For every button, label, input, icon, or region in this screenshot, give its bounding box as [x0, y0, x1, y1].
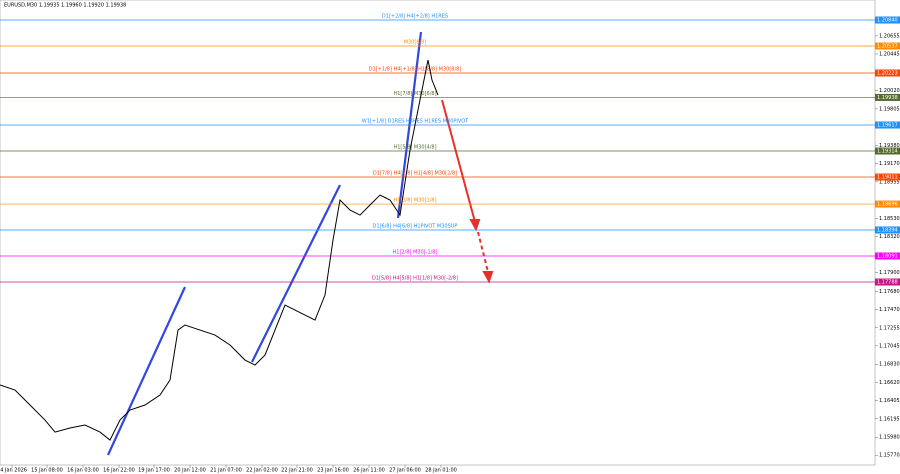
chart-title: EURUSD,M30 1.19935 1.19960 1.19920 1.199…: [4, 3, 126, 9]
plot-frame: [0, 0, 876, 466]
y-tick-label: 1.17900: [879, 270, 900, 276]
level-label: D1[+1/8] H4[+1/8] H1[8/8] M30[8/8]: [369, 66, 462, 72]
x-tick-label: 22 Jan 02:00: [246, 468, 278, 474]
price-box: [875, 16, 900, 24]
y-tick-label: 1.16405: [879, 398, 900, 404]
x-tick-label: 23 Jan 16:00: [317, 468, 349, 474]
price-box: [875, 252, 900, 260]
y-tick-label: 1.15980: [879, 435, 900, 441]
y-tick-label: 1.18530: [879, 216, 900, 222]
price-box-label: 1.18091: [877, 253, 898, 259]
price-box: [875, 42, 900, 50]
level-label: H1[3/8] M30[1/8]: [393, 198, 436, 204]
level-label: D1[6/8] H4[6/8] H1PIVOT M30SUP: [373, 223, 458, 229]
y-tick-label: 1.18955: [879, 179, 900, 185]
x-tick-label: 15 Jan 08:00: [31, 468, 63, 474]
price-box-label: 1.19314: [877, 149, 898, 155]
price-box: [875, 278, 900, 286]
level-label: H1[2/8] M30[-1/8]: [393, 249, 438, 255]
price-box-label: 1.20840: [877, 18, 898, 24]
y-tick-label: 1.17255: [879, 325, 900, 331]
y-tick-label: 1.19170: [879, 161, 900, 167]
x-tick-label: 16 Jan 03:00: [67, 468, 99, 474]
x-tick-label: 16 Jan 22:00: [103, 468, 135, 474]
price-box-label: 1.20223: [877, 70, 898, 76]
x-tick-label: 21 Jan 07:00: [210, 468, 242, 474]
x-tick-label: 20 Jan 12:00: [174, 468, 206, 474]
y-tick-label: 1.17680: [879, 289, 900, 295]
y-tick-label: 1.20445: [879, 51, 900, 57]
level-label: D1[5/8] H4[5/8] H1[1/8] M30[-2/8]: [372, 276, 458, 282]
y-tick-label: 1.18320: [879, 234, 900, 240]
price-box: [875, 121, 900, 129]
price-box-label: 1.18696: [877, 202, 898, 208]
y-tick-label: 1.17045: [879, 343, 900, 349]
price-box: [875, 69, 900, 77]
x-tick-label: 19 Jan 17:00: [138, 468, 170, 474]
y-tick-label: 1.20020: [879, 88, 900, 94]
x-tick-label: 28 Jan 01:00: [425, 468, 457, 474]
y-tick-label: 1.20655: [879, 33, 900, 39]
level-label: H1[5/8] M30[4/8]: [393, 145, 436, 151]
x-tick-label: 26 Jan 11:00: [353, 468, 385, 474]
y-tick-label: 1.19380: [879, 143, 900, 149]
price-box: [875, 200, 900, 208]
price-line: [0, 59, 439, 441]
price-box-label: 1.18394: [877, 227, 898, 233]
price-box-label: 1.20537: [877, 44, 898, 50]
y-tick-label: 1.15770: [879, 453, 900, 459]
level-label: D1[7/8] H4[7/8] H1[4/8] M30[2/8]: [373, 171, 457, 177]
y-tick-label: 1.19805: [879, 106, 900, 112]
price-box-label: 1.19617: [877, 123, 898, 129]
level-label: D1[+2/8] H4[+2/8] H1RES: [382, 14, 448, 20]
y-tick-label: 1.17470: [879, 307, 900, 313]
price-box-label: 1.17788: [877, 280, 898, 286]
price-box-label: 1.19011: [877, 175, 898, 181]
y-tick-label: 1.16830: [879, 362, 900, 368]
price-box: [875, 173, 900, 181]
price-box: [875, 93, 900, 101]
price-box: [875, 147, 900, 155]
level-label: H1[7/8] M30[6/8]: [393, 91, 436, 97]
price-box-label: 1.19938: [877, 95, 898, 101]
x-tick-label: 14 Jan 2026: [0, 468, 27, 474]
level-label: M30[8/8]: [404, 40, 427, 46]
x-tick-label: 22 Jan 21:00: [281, 468, 313, 474]
forecast-arrow: [441, 99, 494, 284]
y-tick-label: 1.16195: [879, 416, 900, 422]
price-box: [875, 226, 900, 234]
x-tick-label: 27 Jan 06:00: [389, 468, 421, 474]
y-tick-label: 1.16620: [879, 380, 900, 386]
